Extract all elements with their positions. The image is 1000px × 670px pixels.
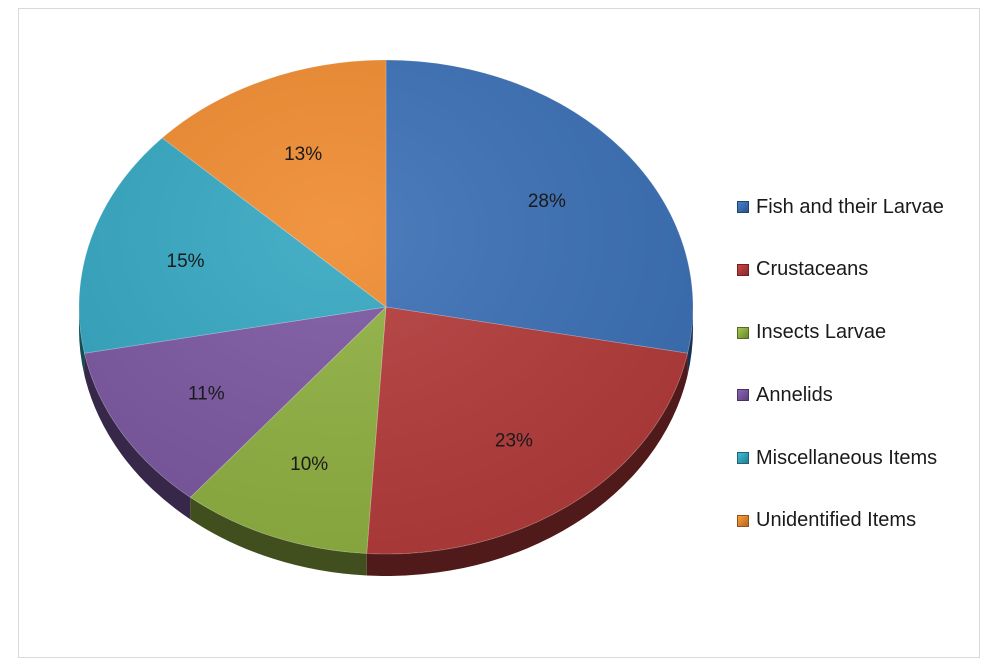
pie-data-labels: 28% 23% 10% 11% 15% 13%: [167, 144, 566, 475]
legend-item-miscellaneous-items: Miscellaneous Items: [737, 447, 987, 469]
legend-label: Miscellaneous Items: [756, 446, 938, 469]
data-label-crustaceans: 23%: [495, 431, 533, 452]
pie-slices: [78, 59, 694, 555]
legend-item-insects-larvae: Insects Larvae: [737, 321, 987, 344]
legend-item-fish-and-their-larvae: Fish and their Larvae: [737, 196, 987, 218]
legend-label: Insects Larvae: [756, 321, 887, 344]
legend-swatch: [737, 263, 749, 276]
data-label-miscellaneous-items: 15%: [167, 251, 205, 272]
pie-side-insects-larvae: [190, 497, 367, 576]
legend-swatch: [737, 201, 749, 213]
data-label-annelids: 11%: [188, 383, 225, 404]
legend-item-crustaceans: Crustaceans: [737, 258, 987, 281]
legend-swatch: [737, 514, 749, 527]
legend-swatch: [737, 326, 749, 339]
chart-legend: Fish and their Larvae Crustaceans Insects …: [737, 196, 987, 573]
data-label-fish-and-their-larvae: 28%: [528, 191, 566, 212]
legend-swatch: [737, 452, 749, 465]
legend-label: Unidentified Items: [756, 509, 917, 532]
legend-item-annelids: Annelids: [737, 384, 987, 406]
legend-label: Annelids: [756, 383, 833, 406]
data-label-insects-larvae: 10%: [290, 454, 328, 475]
data-label-unidentified-items: 13%: [284, 144, 322, 165]
legend-label: Crustaceans: [756, 258, 869, 281]
legend-label: Fish and their Larvae: [756, 195, 944, 218]
legend-swatch: [737, 389, 749, 402]
legend-item-unidentified-items: Unidentified Items: [737, 509, 987, 532]
